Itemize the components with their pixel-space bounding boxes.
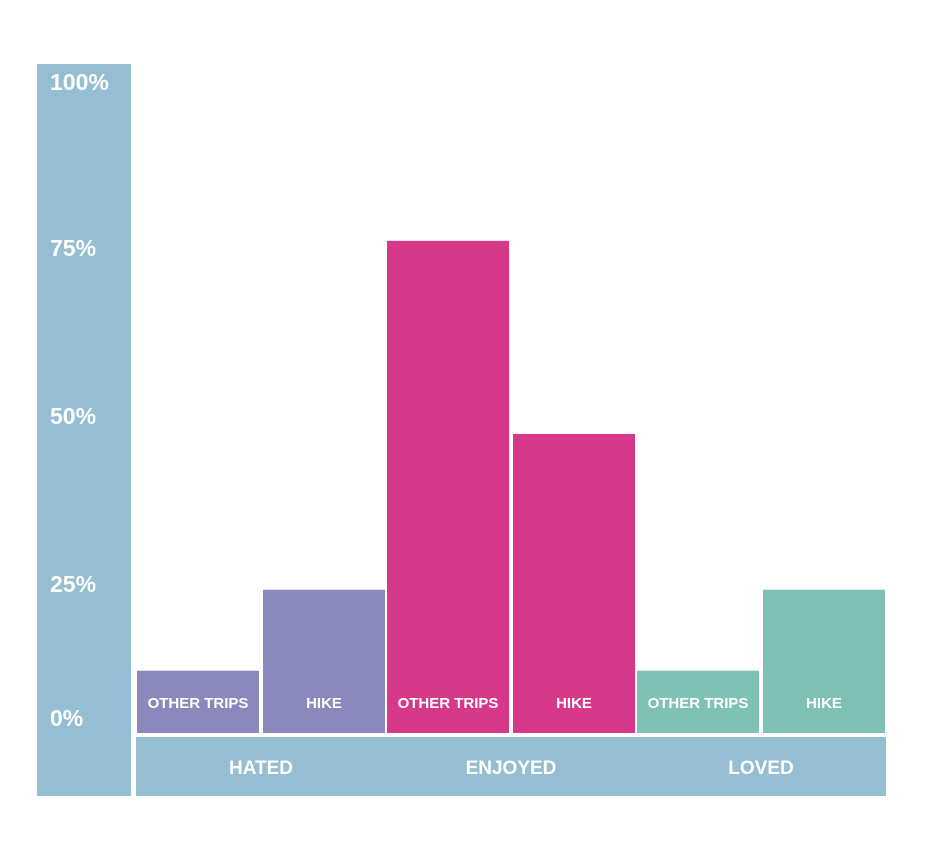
x-axis-band: [136, 737, 886, 796]
group-labels: HATED ENJOYED LOVED: [229, 758, 794, 779]
y-tick-label: 50%: [50, 403, 96, 429]
bar-label: HIKE: [306, 695, 342, 712]
group-label: LOVED: [728, 758, 793, 779]
bar-label: OTHER TRIPS: [148, 695, 249, 712]
bars: [137, 240, 885, 733]
y-tick-labels: 0% 25% 50% 75% 100%: [50, 69, 109, 731]
bar-loved-hike: [763, 589, 885, 733]
bar-label: HIKE: [806, 695, 842, 712]
y-axis-panel: [37, 64, 131, 796]
y-tick-label: 25%: [50, 571, 96, 597]
group-label: HATED: [229, 758, 293, 779]
y-tick-label: 100%: [50, 69, 109, 95]
bar-hated-hike: [263, 589, 385, 733]
y-tick-label: 75%: [50, 235, 96, 261]
bar-label: HIKE: [556, 695, 592, 712]
bar-labels: OTHER TRIPS HIKE OTHER TRIPS HIKE OTHER TRIP…: [148, 695, 842, 712]
y-tick-label: 0%: [50, 705, 83, 731]
bar-label: OTHER TRIPS: [398, 695, 499, 712]
group-label: ENJOYED: [466, 758, 557, 779]
bar-loved-other-trips: [637, 670, 759, 733]
bar-label: OTHER TRIPS: [648, 695, 749, 712]
bar-enjoyed-hike: [513, 433, 635, 733]
bar-hated-other-trips: [137, 670, 259, 733]
bar-enjoyed-other-trips: [387, 240, 509, 733]
